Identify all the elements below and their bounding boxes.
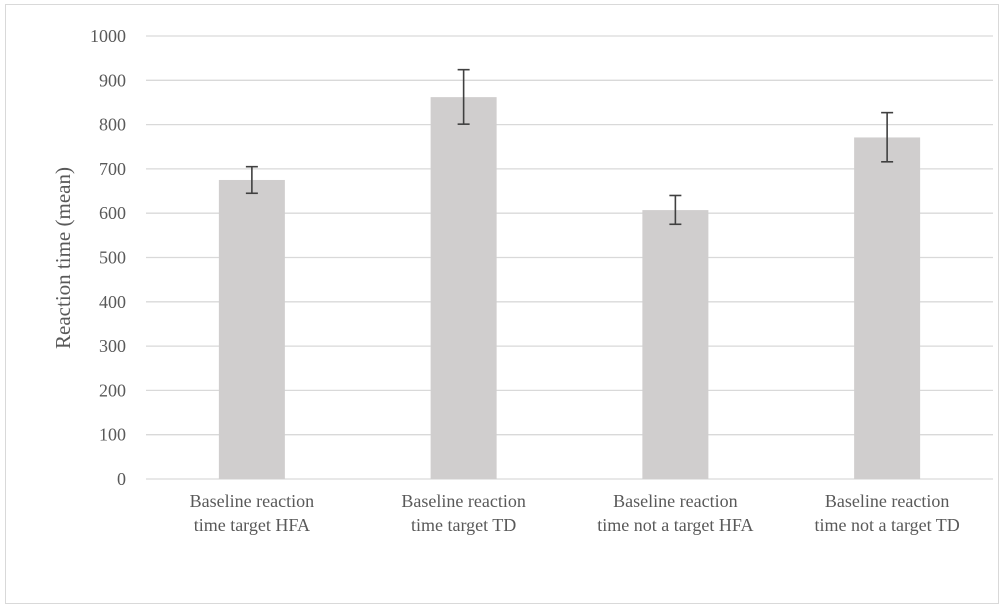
y-tick-label: 0	[117, 469, 126, 489]
chart-frame	[5, 4, 999, 604]
x-category-label: Baseline reaction	[190, 491, 314, 511]
bar	[854, 137, 921, 479]
y-tick-label: 300	[99, 336, 126, 356]
bar	[642, 210, 709, 479]
x-category-label: Baseline reaction	[401, 491, 525, 511]
y-tick-label: 200	[99, 380, 126, 400]
y-axis-title: Reaction time (mean)	[51, 167, 75, 349]
x-category-label: time target HFA	[194, 515, 310, 535]
bar	[430, 97, 497, 479]
x-category-label: time target TD	[411, 515, 516, 535]
y-tick-label: 100	[99, 425, 126, 445]
x-category-labels: Baseline reaction time target HFA Baseline…	[190, 491, 960, 535]
y-tick-label: 800	[99, 115, 126, 135]
y-tick-labels: 0 100 200 300 400 500 600 700 800 900 1000	[90, 26, 126, 489]
y-tick-label: 900	[99, 70, 126, 90]
y-tick-label: 700	[99, 159, 126, 179]
x-category-label: time not a target TD	[814, 515, 959, 535]
error-bars	[245, 68, 894, 226]
x-category-label: Baseline reaction	[825, 491, 949, 511]
y-tick-label: 600	[99, 203, 126, 223]
gridlines	[146, 35, 993, 480]
bar-chart: 0 100 200 300 400 500 600 700 800 900 1000 Baselin…	[51, 26, 993, 535]
x-category-label: Baseline reaction	[613, 491, 737, 511]
y-tick-label: 1000	[90, 26, 126, 46]
y-tick-label: 400	[99, 292, 126, 312]
bar	[218, 179, 285, 479]
bars	[218, 97, 921, 479]
x-category-label: time not a target HFA	[597, 515, 753, 535]
y-tick-label: 500	[99, 248, 126, 268]
